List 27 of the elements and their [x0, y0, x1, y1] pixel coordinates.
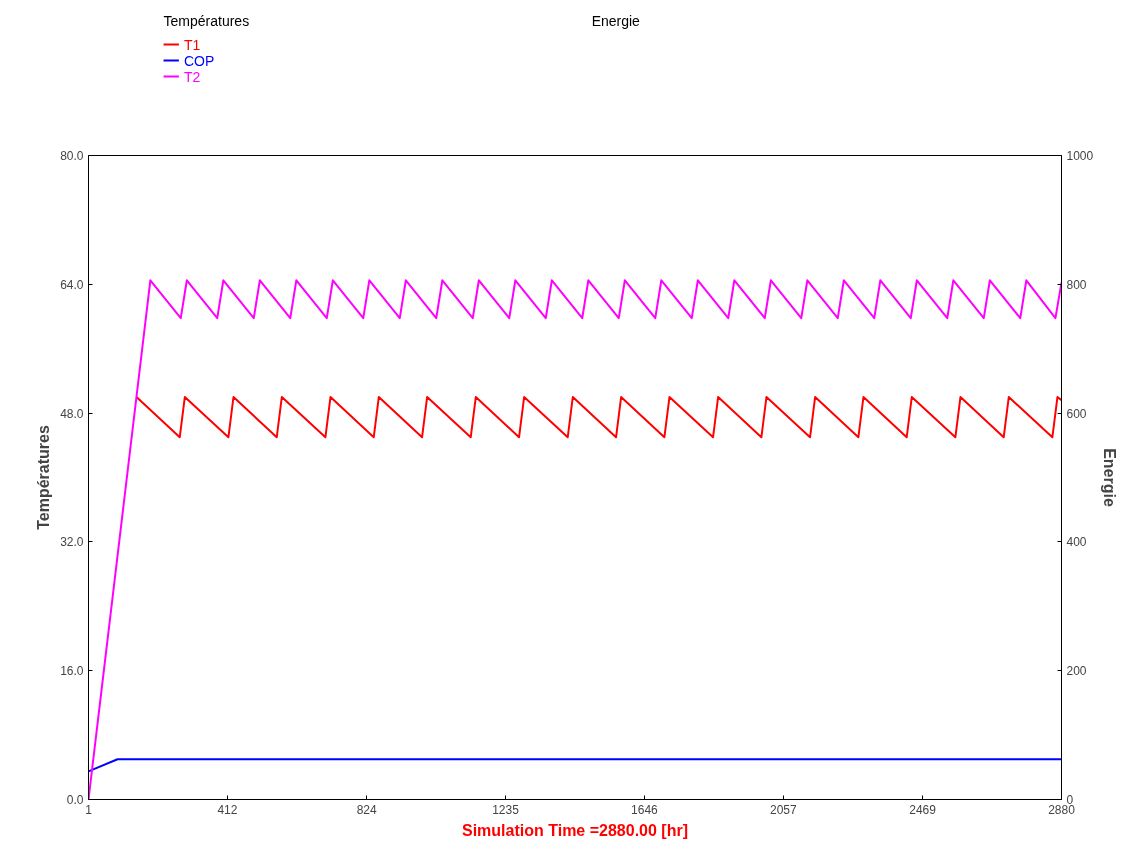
x-tick-label: 1646	[631, 802, 659, 817]
y2-tick-label: 600	[1066, 406, 1087, 421]
y-tick-label: 80.0	[60, 149, 84, 163]
x-tick-label: 824	[356, 802, 377, 817]
y2-tick-label: 200	[1066, 664, 1087, 679]
y-tick-label: 16.0	[60, 664, 84, 679]
y-tick-label: 48.0	[60, 406, 84, 421]
x-axis-title: Simulation Time =2880.00 [hr]	[462, 821, 689, 839]
text: Energie	[591, 12, 641, 29]
x-tick-label: 2469	[909, 802, 937, 817]
legend-title: Températures	[163, 12, 250, 29]
y2-tick-label: 0	[1066, 793, 1074, 807]
legend-label: T1	[184, 36, 201, 53]
legend-label: T2	[184, 68, 201, 85]
x-tick-label: 1	[85, 802, 93, 817]
y2-axis-title: Energie	[1101, 448, 1119, 507]
x-tick-label: 412	[217, 802, 238, 817]
y-tick-label: 0.0	[66, 793, 84, 807]
legend-label: COP	[184, 52, 215, 69]
y-tick-label: 32.0	[60, 535, 84, 550]
y-tick-label: 64.0	[60, 277, 84, 292]
y2-tick-label: 800	[1066, 277, 1087, 292]
y2-tick-label: 1000	[1066, 149, 1094, 163]
x-tick-label: 2057	[770, 802, 798, 817]
y-axis-title: Températures	[35, 425, 53, 530]
x-tick-label: 1235	[492, 802, 520, 817]
y2-tick-label: 400	[1066, 535, 1087, 550]
